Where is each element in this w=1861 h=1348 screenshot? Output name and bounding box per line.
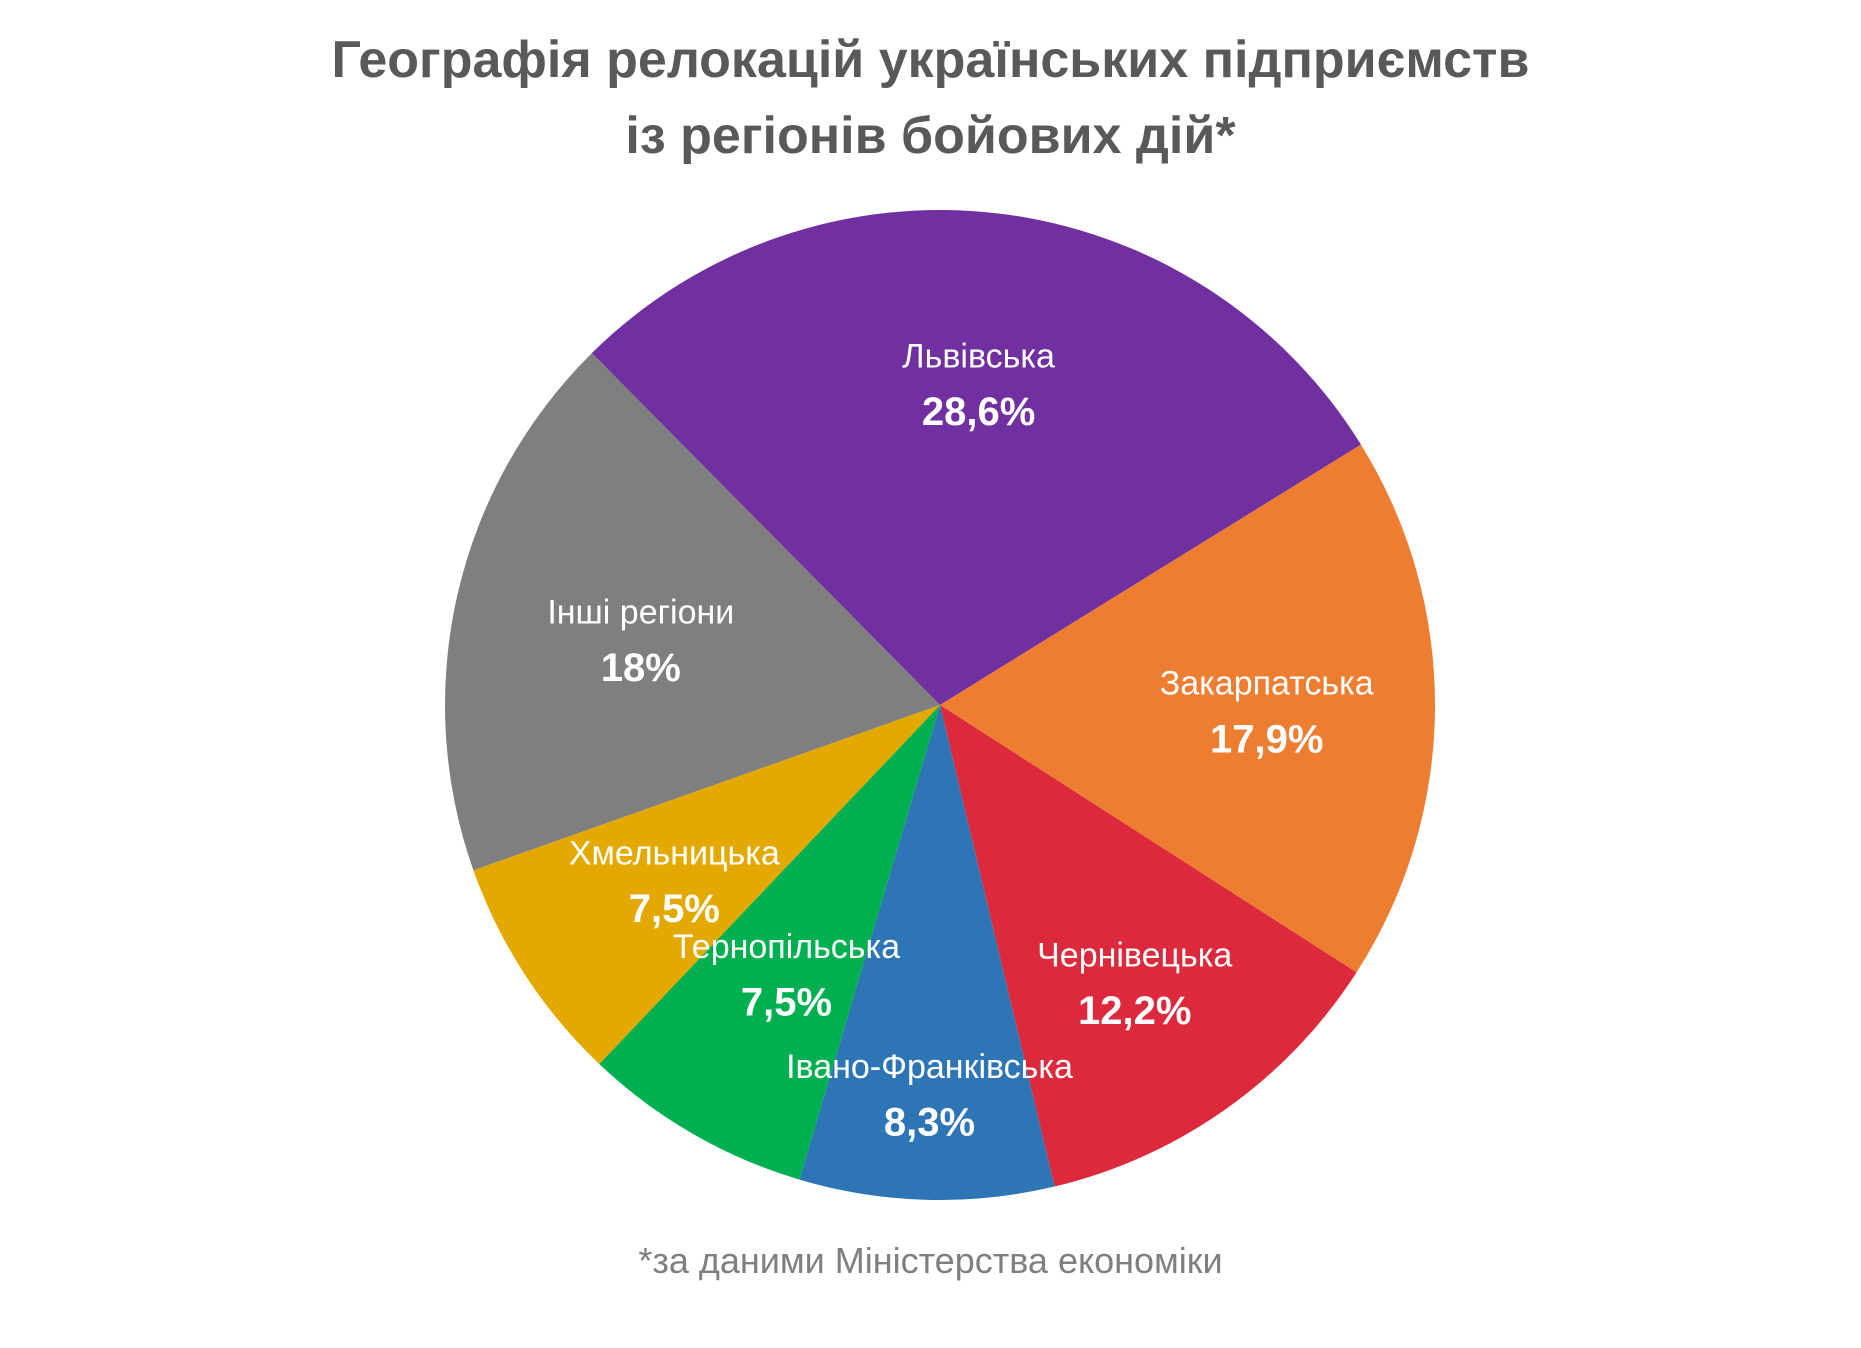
pie-slice-львівська <box>591 209 1361 705</box>
pie-slice-інші-регіони <box>444 353 940 871</box>
slice-value-івано-франківська: 8,3% <box>884 1101 975 1145</box>
slice-label-тернопільська: Тернопільська <box>673 928 900 966</box>
slice-label-хмельницька: Хмельницька <box>569 834 780 872</box>
slice-label-інші-регіони: Інші регіони <box>547 593 734 631</box>
pie-slice-івано-франківська <box>799 705 1055 1201</box>
slice-value-інші-регіони: 18% <box>601 646 681 690</box>
pie-slice-чернівецька <box>940 705 1357 1187</box>
slice-label-закарпатська: Закарпатська <box>1160 665 1374 703</box>
slice-label-івано-франківська: Івано-Франківська <box>786 1048 1073 1086</box>
pie-slice-хмельницька <box>473 705 940 1065</box>
slice-value-чернівецька: 12,2% <box>1078 989 1191 1033</box>
slice-value-тернопільська: 7,5% <box>741 980 832 1024</box>
slice-label-чернівецька: Чернівецька <box>1037 937 1232 975</box>
pie-labels: Львівська 28,6% Закарпатська 17,9% Чернівець… <box>547 338 1373 1145</box>
source-footnote: *за даними Міністерства економіки <box>638 1240 1223 1281</box>
pie-slices <box>444 209 1436 1201</box>
pie-slice-тернопільська <box>599 705 940 1180</box>
slice-value-хмельницька: 7,5% <box>629 887 720 931</box>
slice-value-львівська: 28,6% <box>922 390 1035 434</box>
slice-value-закарпатська: 17,9% <box>1210 717 1323 761</box>
chart-title-line-2: із регіонів бойових дій* <box>625 107 1236 165</box>
pie-slice-закарпатська <box>940 444 1436 973</box>
chart-title-line-1: Географія релокацій українських підприєм… <box>331 31 1530 89</box>
chart-title: Географія релокацій українських підприєм… <box>0 22 1861 174</box>
slice-label-львівська: Львівська <box>902 338 1055 376</box>
